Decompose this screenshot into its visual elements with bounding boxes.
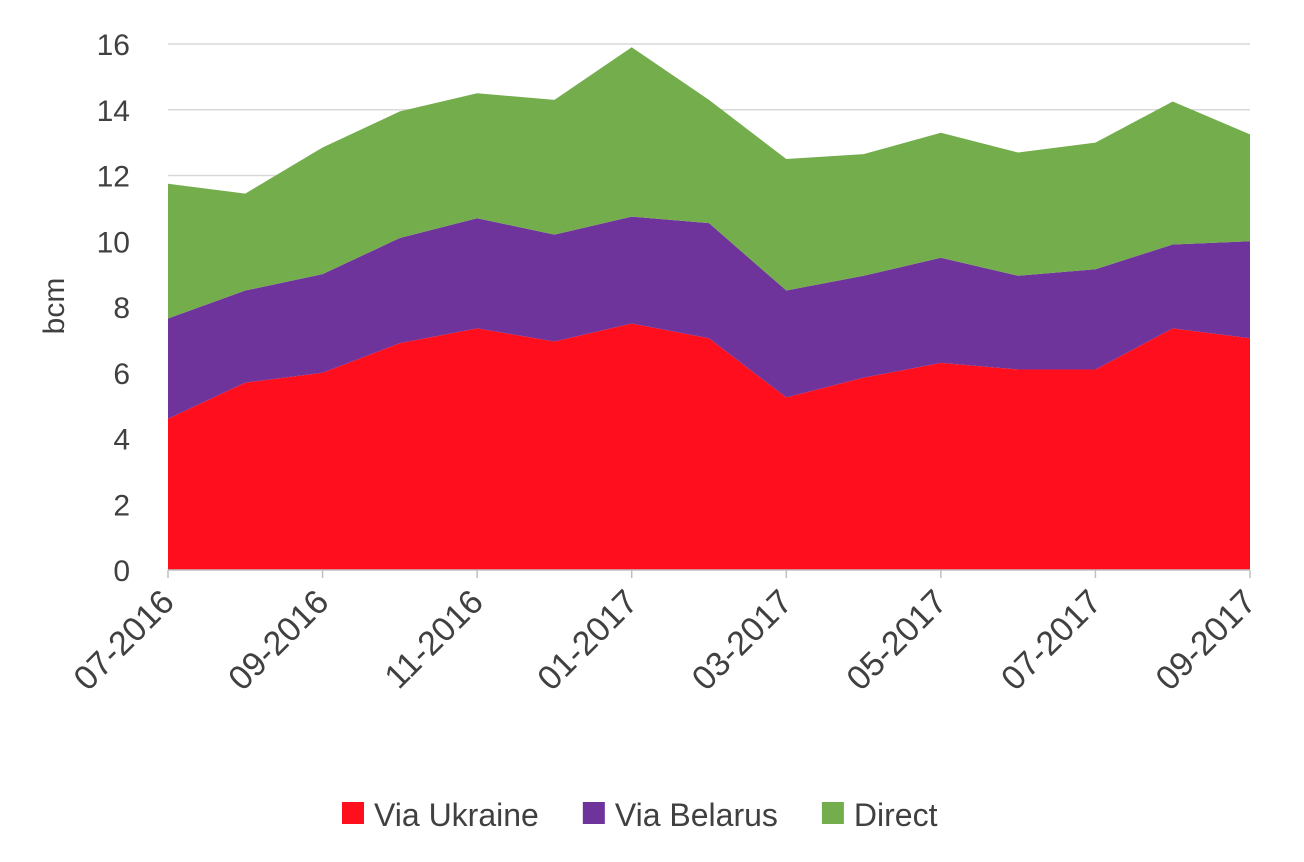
legend-label-direct: Direct: [854, 797, 938, 833]
legend-label-via-ukraine: Via Ukraine: [374, 797, 539, 833]
area-via-belarus: [168, 216, 1250, 419]
legend-swatch-via-belarus: [582, 802, 605, 824]
y-tick-label: 8: [113, 292, 130, 325]
y-tick-label: 12: [97, 161, 130, 194]
x-tick-label: 07-2016: [67, 583, 182, 698]
legend-swatch-via-ukraine: [342, 802, 364, 824]
series-areas: [168, 47, 1250, 570]
x-tick-label: 09-2017: [1149, 583, 1264, 698]
y-tick-label: 10: [97, 226, 130, 259]
y-tick-label: 4: [113, 424, 130, 457]
y-axis-title: bcm: [38, 278, 71, 335]
x-tick-label: 03-2017: [685, 583, 800, 698]
legend-label-via-belarus: Via Belarus: [615, 797, 778, 833]
y-tick-label: 6: [113, 358, 130, 391]
y-tick-label: 2: [113, 489, 130, 522]
legend-swatch-direct: [821, 802, 844, 824]
x-tick-label: 11-2016: [377, 583, 490, 696]
y-tick-label: 16: [97, 29, 130, 62]
x-tick-label: 07-2017: [994, 583, 1109, 698]
legend: Via Ukraine Via Belarus Direct: [342, 797, 938, 833]
area-direct: [168, 47, 1250, 319]
x-tick-label: 05-2017: [839, 583, 954, 698]
x-tick-label: 09-2016: [221, 583, 336, 698]
area-via-ukraine: [168, 323, 1250, 570]
x-tick-label: 01-2017: [530, 583, 645, 698]
y-tick-label: 0: [113, 555, 130, 588]
y-tick-label: 14: [97, 95, 130, 128]
